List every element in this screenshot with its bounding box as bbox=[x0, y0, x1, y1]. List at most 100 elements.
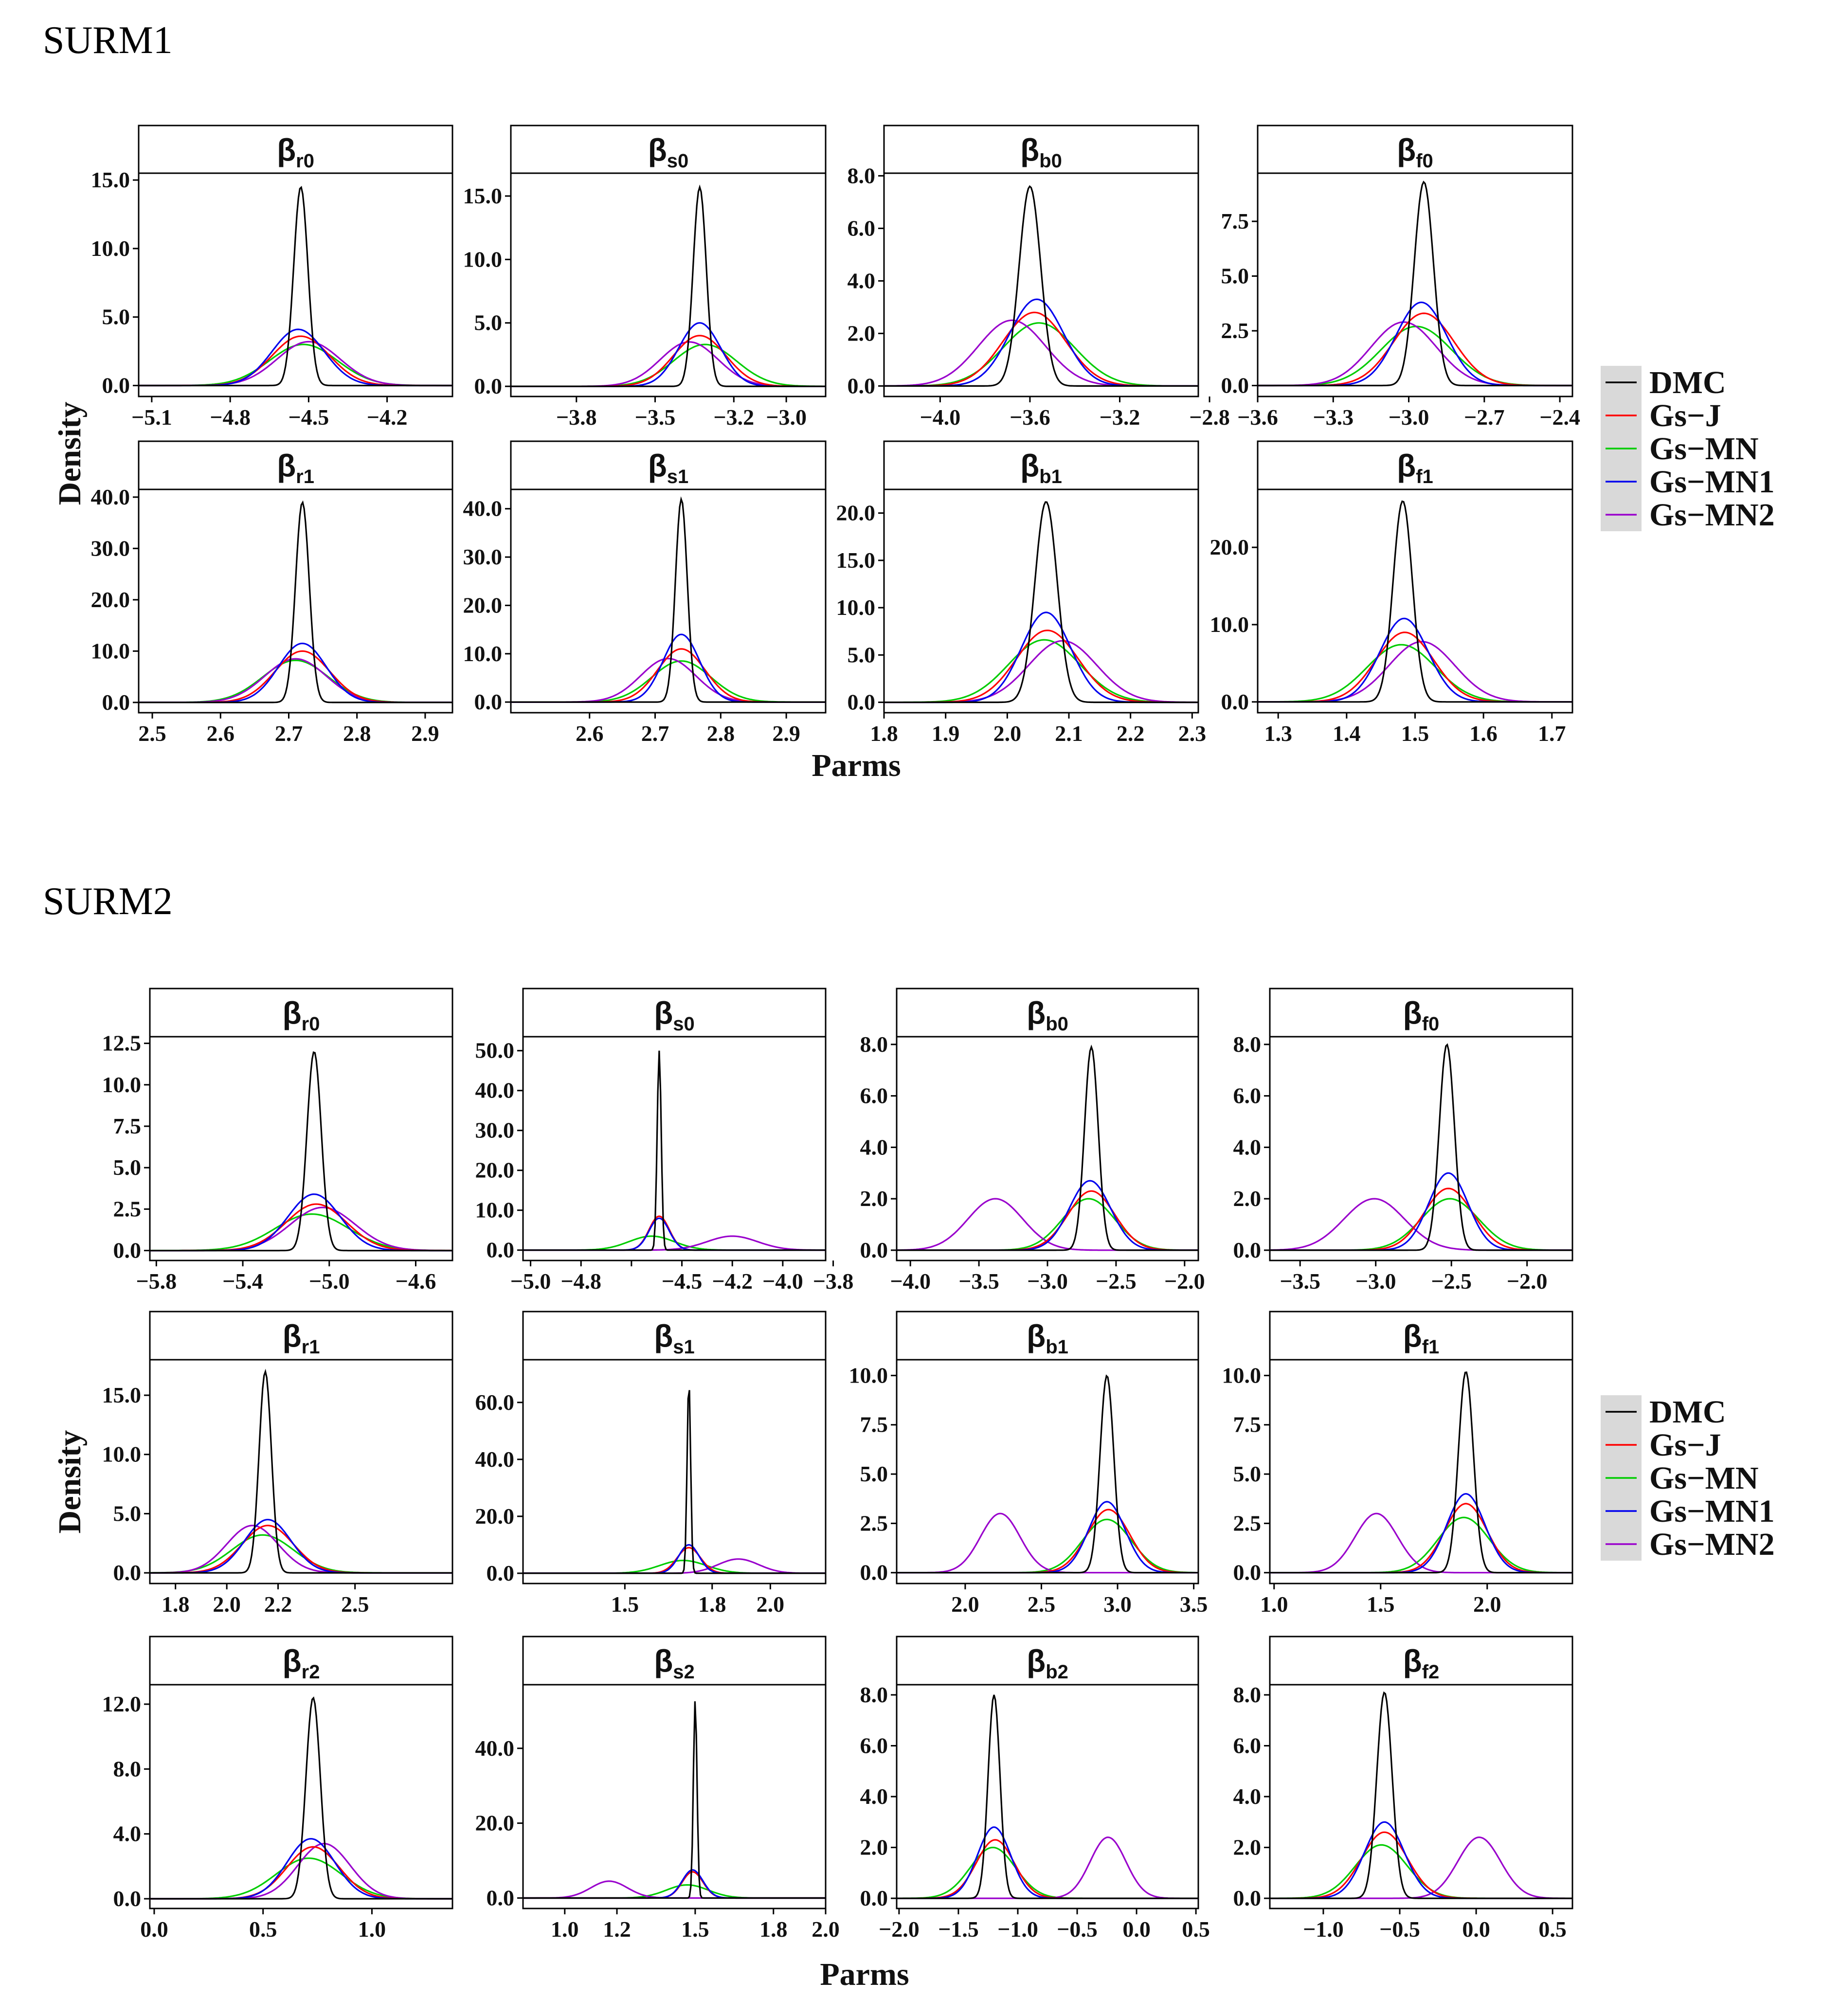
legend-label: Gs−J bbox=[1649, 398, 1721, 433]
y-tick-label: 8.0 bbox=[113, 1756, 142, 1781]
panel-r1: βr1 0.0 5.0 10.0 15.0 1.8 2.0 2.2 2.5 bbox=[102, 1311, 453, 1617]
panel-title: βr0 bbox=[283, 995, 320, 1035]
x-tick-label: −2.0 bbox=[1164, 1269, 1205, 1294]
panel-strip bbox=[896, 988, 1199, 1038]
panel-title: βb0 bbox=[1027, 995, 1068, 1035]
y-tick-label: 10.0 bbox=[1210, 612, 1249, 637]
panel-strip bbox=[149, 1311, 453, 1361]
y-tick-label: 10.0 bbox=[1222, 1363, 1262, 1387]
y-tick-label: 20.0 bbox=[1210, 535, 1249, 559]
y-tick-label: 0.0 bbox=[113, 1886, 142, 1911]
x-tick-label: 1.7 bbox=[1538, 721, 1566, 746]
x-tick-label: 2.8 bbox=[707, 721, 735, 746]
density-line-dmc bbox=[897, 1694, 1198, 1899]
y-tick-label: 7.5 bbox=[113, 1114, 142, 1138]
y-tick-label: 0.0 bbox=[487, 1561, 515, 1585]
y-tick-label: 2.5 bbox=[113, 1196, 142, 1221]
density-line-dmc bbox=[897, 1374, 1198, 1574]
x-tick-label: −2.4 bbox=[1539, 405, 1580, 430]
x-tick-label: −3.0 bbox=[1389, 405, 1429, 430]
y-tick-label: 6.0 bbox=[1233, 1083, 1262, 1108]
panel-title: βb0 bbox=[1020, 132, 1062, 172]
y-tick-label: 4.0 bbox=[860, 1784, 888, 1809]
panel-frame bbox=[522, 1036, 827, 1261]
x-tick-label: −4.8 bbox=[210, 405, 251, 430]
panel-r0: βr0 0.0 5.0 10.0 15.0 −5.1 −4.8 −4.5 −4.2 bbox=[91, 125, 453, 430]
y-tick-label: 2.0 bbox=[848, 321, 876, 345]
panel-frame bbox=[522, 1684, 827, 1909]
y-tick-label: 0.0 bbox=[848, 373, 876, 398]
panel-frame bbox=[510, 488, 827, 714]
density-line-dmc bbox=[523, 1050, 826, 1251]
x-tick-label: −4.8 bbox=[560, 1269, 601, 1294]
density-line-dmc bbox=[523, 1390, 826, 1574]
y-tick-label: 20.0 bbox=[91, 587, 130, 612]
x-tick-label: −3.8 bbox=[813, 1269, 854, 1294]
y-tick-label: 0.0 bbox=[860, 1238, 888, 1262]
y-tick-label: 6.0 bbox=[1233, 1733, 1262, 1758]
y-tick-label: 4.0 bbox=[860, 1134, 888, 1159]
y-tick-label: 15.0 bbox=[836, 548, 876, 573]
panel-frame bbox=[1257, 172, 1573, 397]
x-tick-label: −3.5 bbox=[635, 405, 676, 430]
y-tick-label: 10.0 bbox=[91, 236, 130, 261]
x-tick-label: 0.0 bbox=[140, 1917, 168, 1942]
x-tick-label: −3.5 bbox=[958, 1269, 999, 1294]
x-tick-label: 1.5 bbox=[611, 1592, 639, 1617]
x-tick-label: 2.9 bbox=[411, 721, 439, 746]
x-tick-label: 2.0 bbox=[993, 721, 1022, 746]
x-tick-label: −0.5 bbox=[1379, 1917, 1420, 1942]
y-tick-label: 30.0 bbox=[463, 544, 503, 569]
panel-title: βr1 bbox=[283, 1318, 320, 1358]
panel-strip bbox=[138, 440, 453, 490]
density-line-dmc bbox=[1270, 1691, 1572, 1899]
panel-b2: βb2 0.0 2.0 4.0 6.0 8.0 −2.0 −1.5 −1.0 −0.5 0.0 0.5 bbox=[860, 1636, 1210, 1942]
y-tick-label: 50.0 bbox=[475, 1038, 515, 1063]
panel-strip bbox=[1257, 125, 1573, 174]
panel-title: βf2 bbox=[1403, 1643, 1440, 1683]
panel-strip bbox=[1269, 1636, 1573, 1686]
panel-strip bbox=[883, 440, 1199, 490]
x-tick-label: −4.0 bbox=[920, 405, 960, 430]
panel-frame bbox=[1257, 488, 1573, 714]
panel-frame bbox=[138, 172, 453, 397]
panel-r2: βr2 0.0 4.0 8.0 12.0 0.0 0.5 1.0 bbox=[102, 1636, 453, 1942]
x-tick-label: 2.5 bbox=[1028, 1592, 1056, 1617]
x-tick-label: −5.0 bbox=[510, 1269, 551, 1294]
y-tick-label: 4.0 bbox=[848, 268, 876, 293]
y-tick-label: 5.0 bbox=[113, 1155, 142, 1180]
x-tick-label: −3.0 bbox=[766, 405, 807, 430]
y-tick-label: 10.0 bbox=[102, 1442, 142, 1467]
density-line-dmc bbox=[897, 1044, 1198, 1251]
y-tick-label: 0.0 bbox=[1233, 1560, 1262, 1585]
y-tick-label: 0.0 bbox=[102, 373, 130, 397]
x-tick-label: −4.0 bbox=[890, 1269, 931, 1294]
x-tick-label: 0.0 bbox=[1122, 1917, 1151, 1942]
x-tick-label: 0.5 bbox=[1538, 1917, 1567, 1942]
x-tick-label: −3.0 bbox=[1355, 1269, 1396, 1294]
x-tick-label: 1.0 bbox=[1260, 1592, 1288, 1617]
panel-s0: βs0 0.0 5.0 10.0 15.0 −3.8 −3.5 −3.2 −3.0 bbox=[463, 125, 827, 430]
panel-title: βb1 bbox=[1020, 448, 1062, 487]
panel-title: βr0 bbox=[277, 132, 314, 172]
x-tick-label: 2.6 bbox=[207, 721, 235, 746]
x-tick-label: −3.3 bbox=[1313, 405, 1354, 430]
y-tick-label: 12.0 bbox=[102, 1692, 142, 1716]
panel-title: βb1 bbox=[1027, 1318, 1068, 1358]
x-tick-label: −2.0 bbox=[879, 1917, 920, 1942]
x-tick-label: 1.0 bbox=[551, 1917, 579, 1942]
y-tick-label: 2.5 bbox=[1233, 1511, 1262, 1535]
legend-label: Gs−MN bbox=[1649, 431, 1759, 467]
y-tick-label: 7.5 bbox=[860, 1412, 888, 1437]
panel-title: βs2 bbox=[654, 1643, 695, 1683]
y-tick-label: 0.0 bbox=[848, 690, 876, 715]
x-tick-label: 1.4 bbox=[1333, 721, 1361, 746]
y-tick-label: 6.0 bbox=[860, 1083, 888, 1108]
x-tick-label: −3.8 bbox=[556, 405, 597, 430]
panel-strip bbox=[896, 1636, 1199, 1686]
x-tick-label: 1.3 bbox=[1264, 721, 1292, 746]
panel-f2: βf2 0.0 2.0 4.0 6.0 8.0 −1.0 −0.5 0.0 0.5 bbox=[1233, 1636, 1573, 1942]
y-tick-label: 0.0 bbox=[487, 1238, 515, 1262]
